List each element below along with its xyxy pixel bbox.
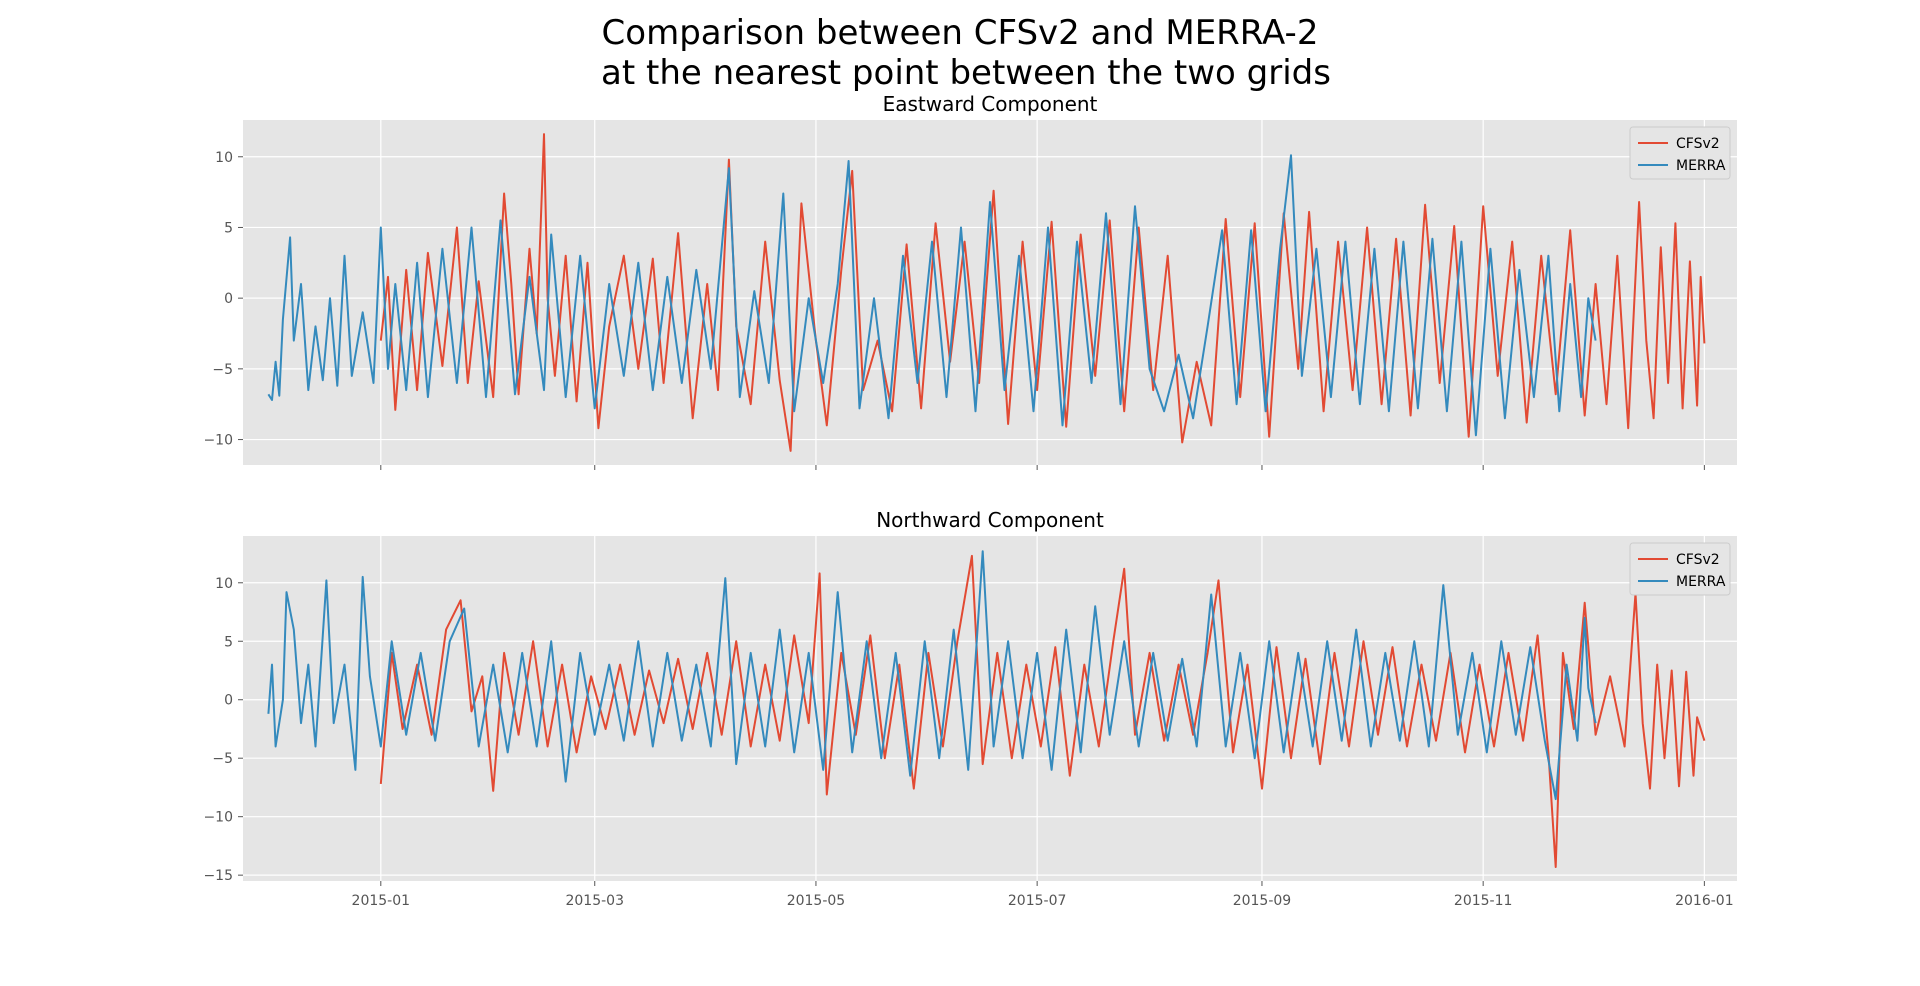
eastward-axes-background [243,120,1737,465]
figure-title-line1: Comparison between CFSv2 and MERRA-2 [602,13,1319,53]
northward-xtick-label-2015-03: 2015-03 [565,893,624,909]
eastward-panel: −10 −5 0 5 10 Eastward Component CFSv2 MERRA [203,92,1737,470]
northward-legend: CFSv2 MERRA [1629,542,1731,596]
northward-legend-label-cfsv2: CFSv2 [1676,552,1720,568]
eastward-xticks [380,465,1705,470]
northward-legend-label-merra: MERRA [1676,574,1726,590]
northward-xticks: 2015-01 2015-03 2015-05 2015-07 2015-09 2015-… [352,881,1734,909]
northward-yticks: −15 −10 −5 0 5 10 [203,576,243,884]
northward-chart-title: Northward Component [876,508,1104,532]
eastward-series-merra [267,154,1597,437]
eastward-series [267,133,1706,452]
eastward-series-cfsv2 [379,133,1706,452]
northward-series [267,550,1706,868]
northward-ytick-label--15: −15 [203,868,233,884]
northward-ytick-label--10: −10 [203,810,233,826]
eastward-grid [243,120,1737,465]
northward-xtick-label-2015-01: 2015-01 [352,893,411,909]
northward-series-merra [267,550,1597,801]
eastward-ytick-label--10: −10 [203,433,233,449]
eastward-legend-label-merra: MERRA [1676,158,1726,174]
eastward-yticks: −10 −5 0 5 10 [203,150,243,449]
northward-xtick-label-2015-09: 2015-09 [1233,893,1292,909]
northward-ytick-label-0: 0 [224,693,233,709]
northward-xtick-label-2015-05: 2015-05 [787,893,846,909]
figure-title-line2: at the nearest point between the two gri… [601,53,1331,93]
northward-panel: 2015-01 2015-03 2015-05 2015-07 2015-09 2015-… [203,508,1737,909]
eastward-ytick-label-10: 10 [215,150,233,166]
eastward-legend-label-cfsv2: CFSv2 [1676,136,1720,152]
eastward-ytick-label-5: 5 [224,220,233,236]
northward-xtick-label-2015-07: 2015-07 [1008,893,1067,909]
northward-ytick-label--5: −5 [212,751,233,767]
northward-ytick-label-5: 5 [224,634,233,650]
eastward-legend: CFSv2 MERRA [1629,126,1731,180]
eastward-ytick-label-0: 0 [224,291,233,307]
northward-xtick-label-2015-11: 2015-11 [1454,893,1513,909]
northward-xtick-label-2016-01: 2016-01 [1675,893,1734,909]
eastward-ytick-label--5: −5 [212,362,233,378]
northward-series-cfsv2 [379,554,1706,868]
eastward-chart-title: Eastward Component [883,92,1098,116]
northward-ytick-label-10: 10 [215,576,233,592]
